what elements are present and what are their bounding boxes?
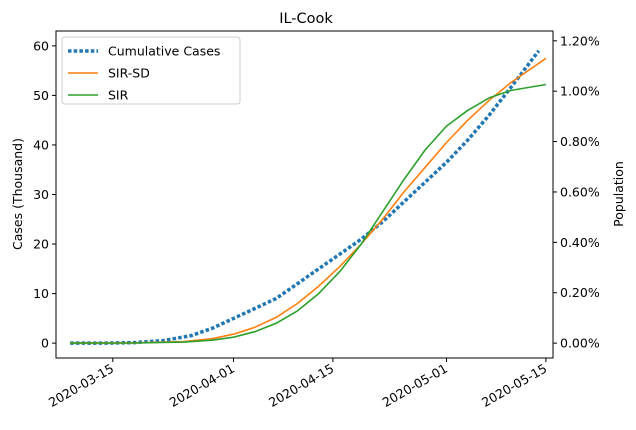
x-tick-label: 2020-04-15 [266, 361, 336, 410]
y-tick-label: 10 [33, 286, 49, 301]
y-tick-label: 30 [33, 187, 49, 202]
y2-tick-label: 0.40% [560, 235, 600, 250]
y-axis-label: Cases (Thousand) [10, 138, 25, 250]
y2-tick-label: 0.00% [560, 336, 600, 351]
y-tick-label: 0 [41, 336, 49, 351]
series-line-2 [70, 57, 547, 344]
legend: Cumulative Cases SIR-SD SIR [61, 36, 241, 105]
x-tick-label: 2020-05-15 [479, 361, 549, 410]
x-axis-ticks: 2020-03-15 2020-04-01 2020-04-15 2020-05-01… [46, 358, 549, 410]
legend-label-1: Cumulative Cases [108, 44, 220, 59]
y2-tick-label: 0.20% [560, 285, 600, 300]
legend-box [61, 36, 241, 105]
legend-label-2: SIR-SD [108, 66, 150, 81]
y2-axis-label: Population [611, 161, 626, 227]
series-line-3 [70, 83, 547, 344]
y2-tick-label: 0.80% [560, 134, 600, 149]
y-axis-ticks: 0 10 20 30 40 50 60 [33, 38, 56, 351]
y-tick-label: 20 [33, 237, 49, 252]
y-tick-label: 40 [33, 137, 49, 152]
legend-label-3: SIR [108, 88, 129, 103]
series-line-1 [70, 49, 541, 345]
x-tick-label: 2020-04-01 [167, 361, 237, 410]
x-tick-label: 2020-05-01 [380, 361, 450, 410]
y-tick-label: 60 [33, 38, 49, 53]
plot-series [70, 49, 547, 345]
y2-tick-label: 1.00% [560, 84, 600, 99]
x-tick-label: 2020-03-15 [46, 361, 116, 410]
y2-axis-ticks: 0.00% 0.20% 0.40% 0.60% 0.80% 1.00% 1.20% [553, 33, 600, 351]
y2-tick-label: 0.60% [560, 184, 600, 199]
y2-tick-label: 1.20% [560, 33, 600, 48]
chart-title: IL-Cook [279, 11, 333, 27]
y-tick-label: 50 [33, 88, 49, 103]
